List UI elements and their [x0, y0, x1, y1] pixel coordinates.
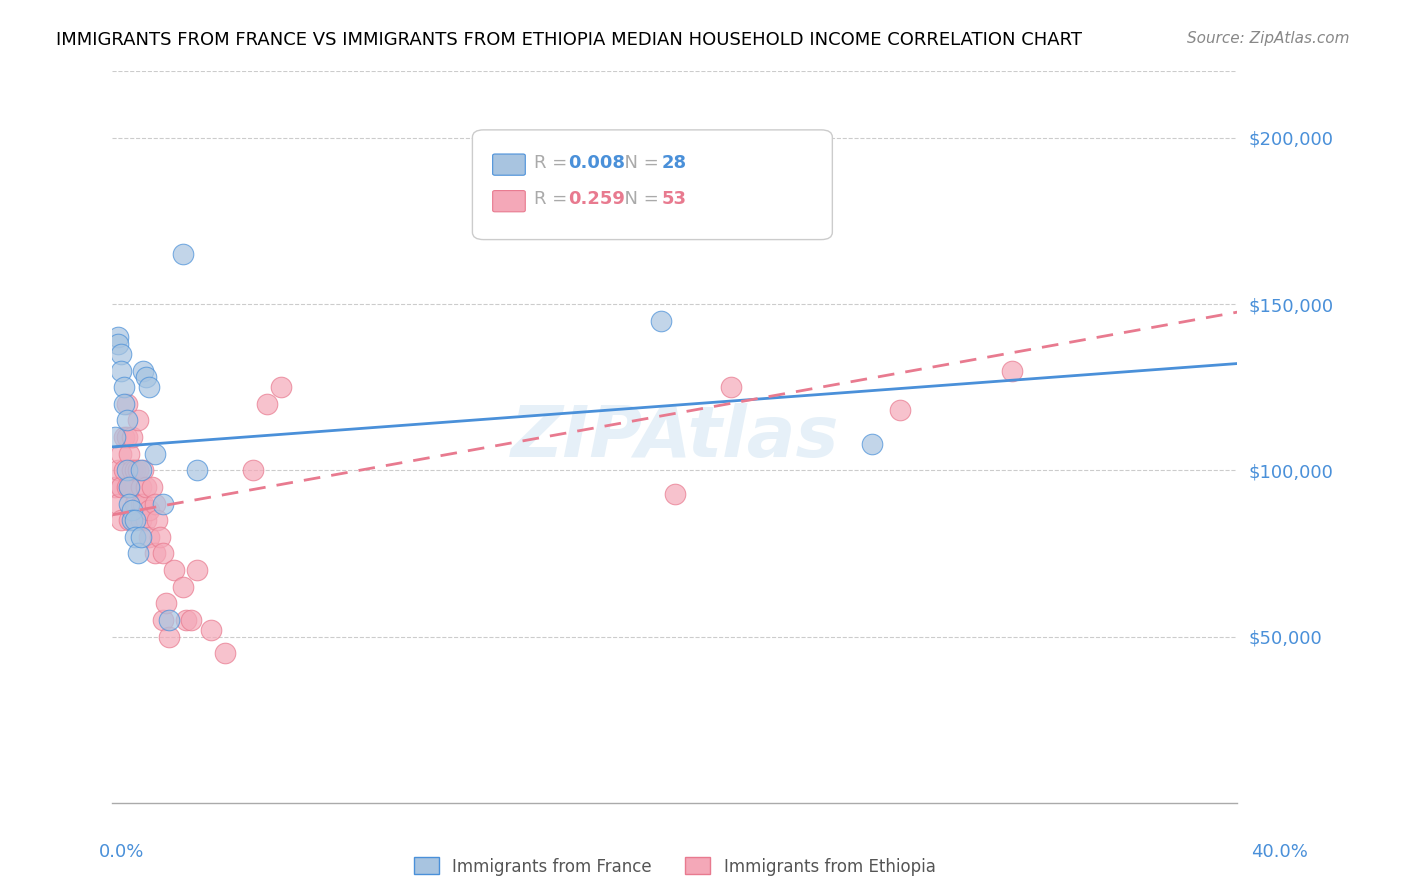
Point [115, 463, 138, 477]
Point [110, 447, 132, 461]
Point [270, 380, 292, 394]
Point [118, 480, 141, 494]
Point [636, 180, 658, 194]
Point [129, 530, 152, 544]
Point [124, 513, 146, 527]
Point [112, 397, 135, 411]
Point [112, 463, 135, 477]
Point [107, 463, 129, 477]
FancyBboxPatch shape [492, 154, 526, 175]
Text: R =: R = [534, 190, 574, 209]
Point [110, 480, 132, 494]
Point [118, 497, 141, 511]
Point [135, 513, 157, 527]
Point [129, 480, 152, 494]
Point [124, 497, 146, 511]
Point [107, 497, 129, 511]
Text: 0.0%: 0.0% [98, 843, 143, 861]
Point [115, 397, 138, 411]
Point [720, 380, 742, 394]
Point [110, 347, 132, 361]
Point [129, 497, 152, 511]
Point [124, 530, 146, 544]
Point [118, 513, 141, 527]
Point [110, 513, 132, 527]
Point [860, 436, 883, 450]
Point [121, 503, 143, 517]
Point [650, 314, 672, 328]
Point [180, 613, 202, 627]
Point [172, 247, 194, 261]
Point [107, 337, 129, 351]
Point [152, 497, 174, 511]
Point [124, 463, 146, 477]
Text: Source: ZipAtlas.com: Source: ZipAtlas.com [1187, 31, 1350, 46]
Point [163, 563, 186, 577]
Point [129, 513, 152, 527]
Text: N =: N = [613, 153, 665, 172]
Point [138, 380, 160, 394]
Point [115, 430, 138, 444]
Point [132, 497, 155, 511]
Point [129, 463, 152, 477]
Point [174, 613, 197, 627]
Point [104, 480, 127, 494]
Point [138, 503, 160, 517]
Text: 0.259: 0.259 [568, 190, 624, 209]
Point [889, 403, 911, 417]
Point [127, 413, 149, 427]
Point [118, 447, 141, 461]
Point [242, 463, 264, 477]
Legend: Immigrants from France, Immigrants from Ethiopia: Immigrants from France, Immigrants from … [408, 851, 942, 882]
Text: 53: 53 [661, 190, 686, 209]
Text: 40.0%: 40.0% [1251, 843, 1308, 861]
Point [104, 430, 127, 444]
Point [664, 486, 686, 500]
Point [112, 430, 135, 444]
Point [118, 480, 141, 494]
Point [115, 480, 138, 494]
Point [141, 480, 163, 494]
Point [121, 430, 143, 444]
FancyBboxPatch shape [492, 191, 526, 211]
Point [132, 363, 155, 377]
Point [146, 513, 169, 527]
Point [112, 380, 135, 394]
Point [172, 580, 194, 594]
Point [157, 630, 180, 644]
Point [135, 480, 157, 494]
Text: ZIPAtlas: ZIPAtlas [510, 402, 839, 472]
Point [138, 530, 160, 544]
Text: 28: 28 [661, 153, 686, 172]
Point [127, 463, 149, 477]
Point [121, 513, 143, 527]
Text: IMMIGRANTS FROM FRANCE VS IMMIGRANTS FROM ETHIOPIA MEDIAN HOUSEHOLD INCOME CORRE: IMMIGRANTS FROM FRANCE VS IMMIGRANTS FRO… [56, 31, 1083, 49]
Point [107, 330, 129, 344]
Point [143, 447, 166, 461]
Text: N =: N = [613, 190, 665, 209]
Point [152, 546, 174, 560]
Point [135, 370, 157, 384]
Point [214, 646, 236, 660]
Point [200, 623, 222, 637]
FancyBboxPatch shape [472, 130, 832, 240]
Text: 0.008: 0.008 [568, 153, 626, 172]
Point [149, 530, 172, 544]
Point [143, 497, 166, 511]
Point [110, 363, 132, 377]
Point [127, 546, 149, 560]
Point [152, 613, 174, 627]
Point [186, 463, 208, 477]
Point [186, 563, 208, 577]
Point [132, 463, 155, 477]
Point [121, 463, 143, 477]
Point [155, 596, 177, 610]
Point [157, 613, 180, 627]
Point [115, 413, 138, 427]
Point [256, 397, 278, 411]
Point [143, 546, 166, 560]
Point [1001, 363, 1024, 377]
Text: R =: R = [534, 153, 574, 172]
